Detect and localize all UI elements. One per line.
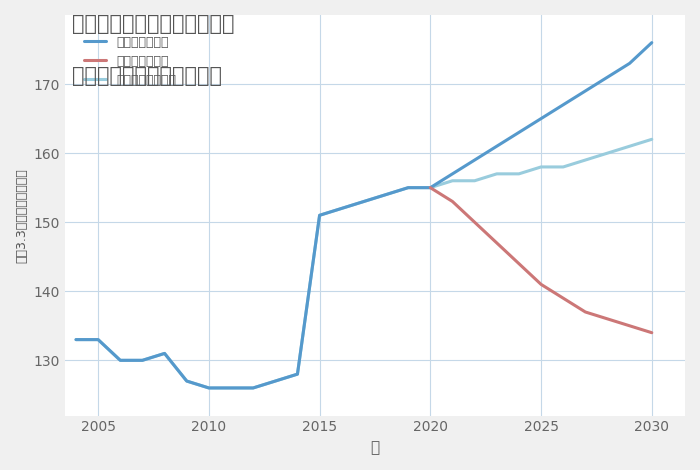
- グッドシナリオ: [514, 130, 523, 135]
- バッドシナリオ: [581, 309, 589, 315]
- グッドシナリオ: [72, 337, 80, 343]
- X-axis label: 年: 年: [370, 440, 379, 455]
- ノーマルシナリオ: [204, 385, 213, 391]
- ノーマルシナリオ: [603, 150, 612, 156]
- ノーマルシナリオ: [72, 337, 80, 343]
- ノーマルシナリオ: [293, 371, 302, 377]
- グッドシナリオ: [537, 116, 545, 121]
- バッドシナリオ: [537, 282, 545, 287]
- グッドシナリオ: [249, 385, 258, 391]
- バッドシナリオ: [426, 185, 435, 190]
- バッドシナリオ: [448, 199, 456, 204]
- グッドシナリオ: [493, 143, 501, 149]
- グッドシナリオ: [625, 61, 634, 66]
- グッドシナリオ: [94, 337, 102, 343]
- Legend: グッドシナリオ, バッドシナリオ, ノーマルシナリオ: グッドシナリオ, バッドシナリオ, ノーマルシナリオ: [78, 29, 183, 93]
- ノーマルシナリオ: [537, 164, 545, 170]
- グッドシナリオ: [183, 378, 191, 384]
- ノーマルシナリオ: [337, 205, 346, 211]
- Y-axis label: 平（3.3㎡）単価（万円）: 平（3.3㎡）単価（万円）: [15, 168, 28, 263]
- ノーマルシナリオ: [249, 385, 258, 391]
- ノーマルシナリオ: [559, 164, 568, 170]
- バッドシナリオ: [648, 330, 656, 336]
- バッドシナリオ: [470, 219, 479, 225]
- バッドシナリオ: [493, 240, 501, 246]
- ノーマルシナリオ: [404, 185, 412, 190]
- ノーマルシナリオ: [382, 192, 390, 197]
- グッドシナリオ: [448, 171, 456, 177]
- Line: グッドシナリオ: グッドシナリオ: [76, 43, 652, 388]
- ノーマルシナリオ: [448, 178, 456, 184]
- グッドシナリオ: [293, 371, 302, 377]
- ノーマルシナリオ: [138, 358, 146, 363]
- ノーマルシナリオ: [648, 136, 656, 142]
- グッドシナリオ: [138, 358, 146, 363]
- グッドシナリオ: [404, 185, 412, 190]
- ノーマルシナリオ: [470, 178, 479, 184]
- ノーマルシナリオ: [625, 143, 634, 149]
- グッドシナリオ: [559, 102, 568, 108]
- ノーマルシナリオ: [493, 171, 501, 177]
- Text: 埼玉県南埼玉郡宮代町西原の: 埼玉県南埼玉郡宮代町西原の: [72, 14, 235, 34]
- グッドシナリオ: [382, 192, 390, 197]
- ノーマルシナリオ: [581, 157, 589, 163]
- ノーマルシナリオ: [426, 185, 435, 190]
- ノーマルシナリオ: [160, 351, 169, 356]
- ノーマルシナリオ: [316, 212, 324, 218]
- グッドシナリオ: [581, 88, 589, 94]
- グッドシナリオ: [227, 385, 235, 391]
- ノーマルシナリオ: [183, 378, 191, 384]
- ノーマルシナリオ: [116, 358, 125, 363]
- グッドシナリオ: [316, 212, 324, 218]
- グッドシナリオ: [116, 358, 125, 363]
- グッドシナリオ: [271, 378, 279, 384]
- Line: バッドシナリオ: バッドシナリオ: [430, 188, 652, 333]
- グッドシナリオ: [160, 351, 169, 356]
- グッドシナリオ: [337, 205, 346, 211]
- Line: ノーマルシナリオ: ノーマルシナリオ: [76, 139, 652, 388]
- グッドシナリオ: [204, 385, 213, 391]
- グッドシナリオ: [360, 199, 368, 204]
- グッドシナリオ: [603, 74, 612, 80]
- バッドシナリオ: [603, 316, 612, 321]
- ノーマルシナリオ: [514, 171, 523, 177]
- ノーマルシナリオ: [271, 378, 279, 384]
- バッドシナリオ: [559, 295, 568, 301]
- グッドシナリオ: [470, 157, 479, 163]
- バッドシナリオ: [514, 261, 523, 266]
- ノーマルシナリオ: [94, 337, 102, 343]
- ノーマルシナリオ: [227, 385, 235, 391]
- Text: 中古マンションの価格推移: 中古マンションの価格推移: [72, 66, 222, 86]
- ノーマルシナリオ: [360, 199, 368, 204]
- グッドシナリオ: [648, 40, 656, 46]
- バッドシナリオ: [625, 323, 634, 329]
- グッドシナリオ: [426, 185, 435, 190]
